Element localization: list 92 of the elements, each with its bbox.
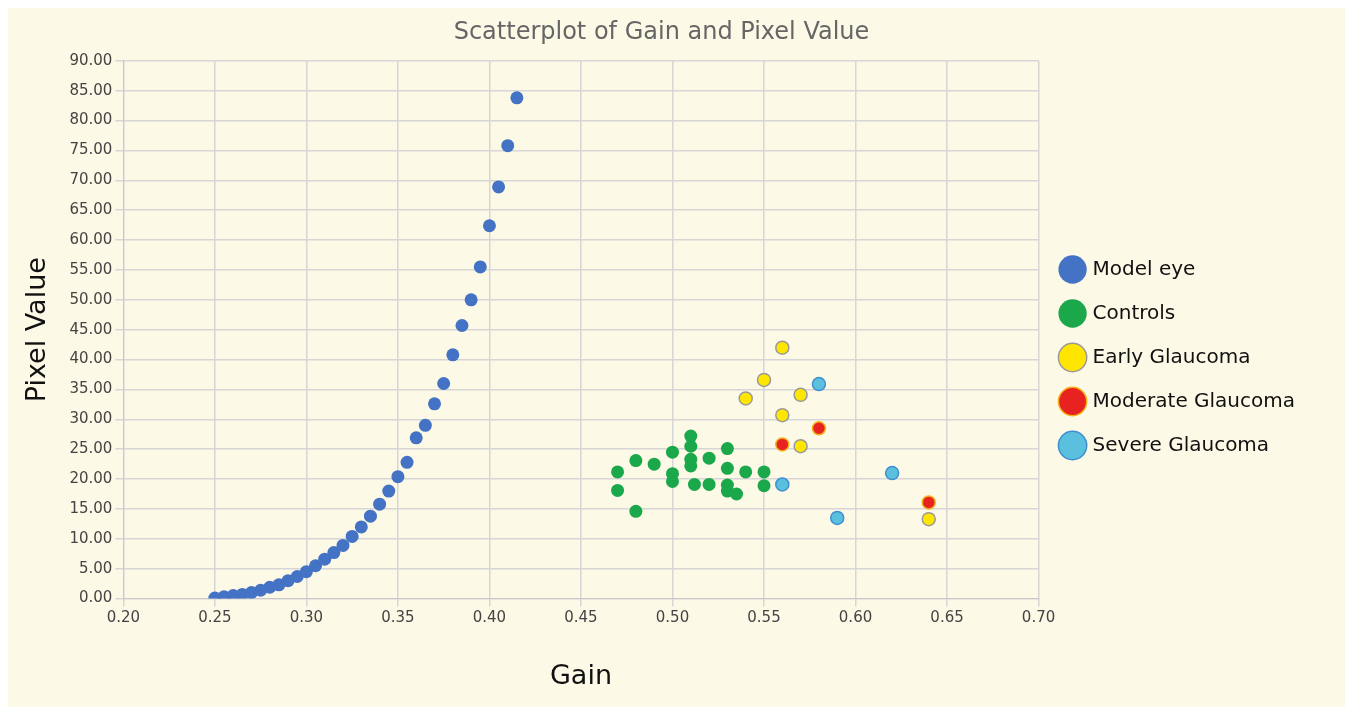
point [510,91,524,105]
point [473,260,487,274]
point [739,465,753,479]
point [428,397,442,411]
point [501,139,515,153]
point [684,439,698,453]
point [921,511,936,527]
point [629,504,643,518]
y-axis-title: Pixel Value [20,257,52,403]
point [793,438,808,454]
legend-label: Early Glaucoma [1092,343,1251,368]
point [418,418,432,432]
point [482,219,496,233]
y-tick-label: 0.00 [78,588,113,607]
x-tick-label: 0.40 [472,608,507,627]
point [492,180,506,194]
point [738,391,753,406]
point [720,442,734,456]
point [336,538,350,552]
point [629,454,643,468]
point [811,421,827,436]
x-tick-label: 0.30 [289,608,324,627]
point [775,477,790,492]
y-tick-label: 15.00 [69,498,113,517]
point [884,465,900,481]
point [327,546,341,560]
point [720,461,734,475]
point [373,497,387,511]
y-tick-label: 60.00 [69,229,113,248]
point [730,487,744,501]
y-tick-label: 70.00 [69,170,113,189]
x-axis-title: Gain [549,658,612,690]
y-tick-label: 85.00 [69,80,113,99]
point [345,529,359,543]
point [464,293,478,307]
point [775,437,790,452]
point [921,495,936,510]
x-tick-label: 0.70 [1021,608,1056,627]
legend-label: Model eye [1092,255,1196,280]
y-tick-label: 25.00 [69,439,113,458]
y-tick-label: 90.00 [69,50,113,69]
x-tick-label: 0.45 [564,608,598,627]
point [702,451,716,465]
y-tick-label: 80.00 [69,110,113,129]
y-tick-label: 75.00 [69,140,113,159]
point [793,387,808,403]
x-tick-label: 0.50 [655,608,690,627]
y-tick-label: 40.00 [69,349,113,368]
point [437,376,451,390]
point [757,479,771,493]
point [354,520,368,534]
x-tick-label: 0.35 [381,608,415,627]
point [446,348,460,362]
point [611,465,625,479]
y-tick-label: 20.00 [69,468,113,487]
point [391,470,405,484]
y-tick-label: 65.00 [69,200,113,219]
x-tick-label: 0.65 [930,608,964,627]
point [400,455,414,469]
y-tick-label: 35.00 [69,379,113,398]
legend-label: Severe Glaucoma [1092,431,1270,456]
y-tick-label: 5.00 [78,558,113,577]
y-tick-label: 55.00 [69,259,113,278]
y-tick-label: 50.00 [69,289,113,308]
chart-title: Scatterplot of Gain and Pixel Value [453,16,870,45]
point [757,465,771,479]
legend-label: Controls [1092,299,1176,324]
y-tick-label: 10.00 [69,528,113,547]
point [363,509,377,523]
x-tick-label: 0.60 [838,608,873,627]
point [318,552,332,566]
point [687,477,701,491]
point [829,510,845,526]
point [775,340,790,355]
y-tick-label: 30.00 [69,409,113,428]
point [611,483,625,497]
point [647,457,661,471]
point [455,319,469,333]
point [409,431,423,445]
x-tick-label: 0.25 [198,608,232,627]
y-tick-label: 45.00 [69,319,113,338]
legend-label: Moderate Glaucoma [1092,387,1296,412]
point [775,407,790,423]
point [811,376,827,392]
point [309,559,323,573]
x-tick-label: 0.55 [747,608,781,627]
point [382,484,396,498]
x-tick-label: 0.20 [106,608,141,627]
point [665,445,679,459]
point [702,477,716,491]
point [299,565,313,579]
point [756,372,772,388]
